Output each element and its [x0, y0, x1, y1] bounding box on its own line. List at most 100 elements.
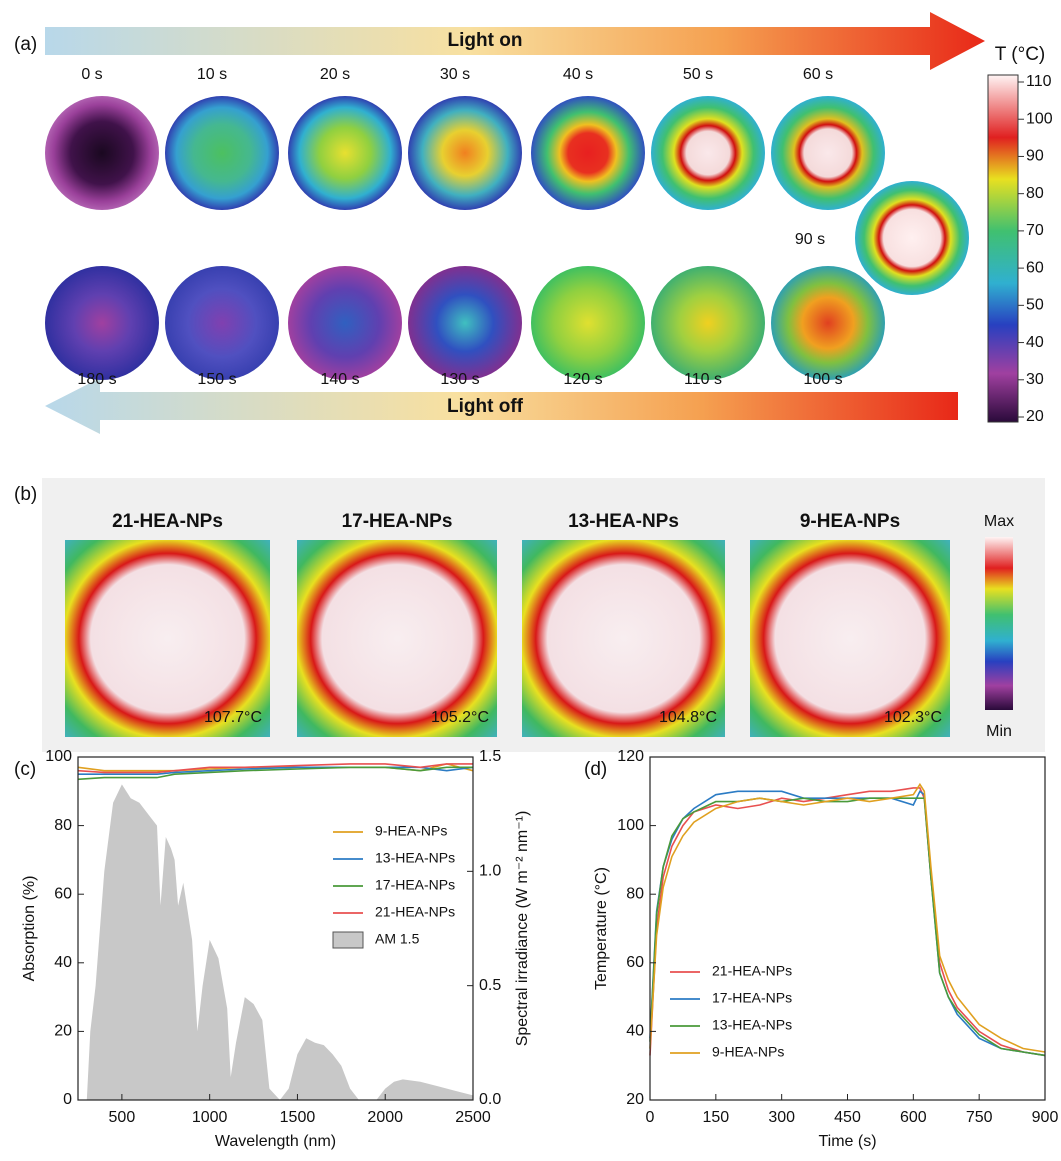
y2-tick-label: 1.0 — [479, 863, 501, 880]
legend-label: 13-HEA-NPs — [375, 850, 455, 866]
time-label: 100 s — [803, 371, 842, 388]
thermal-image — [165, 96, 279, 210]
x-tick-label: 900 — [1032, 1109, 1059, 1126]
legend-label: 13-HEA-NPs — [712, 1017, 792, 1033]
y2-axis-label: Spectral irradiance (W m⁻² nm⁻¹) — [514, 811, 531, 1047]
light-on-arrow — [45, 12, 985, 70]
colorbar-min: Min — [986, 723, 1012, 740]
legend-label: 21-HEA-NPs — [375, 904, 455, 920]
y-tick-label: 20 — [626, 1091, 644, 1108]
time-label: 150 s — [197, 371, 236, 388]
light-off-arrow — [45, 378, 958, 434]
line — [649, 782, 1046, 1053]
thermal-image — [771, 266, 885, 380]
line — [649, 797, 1046, 1057]
time-label: 110 s — [684, 371, 722, 388]
y-tick-label: 80 — [626, 885, 644, 902]
sample-name: 17-HEA-NPs — [342, 511, 453, 532]
legend-label: 17-HEA-NPs — [712, 990, 792, 1006]
colorbar-relative — [985, 537, 1013, 710]
x-tick-label: 450 — [834, 1109, 861, 1126]
legend-label: 9-HEA-NPs — [375, 823, 447, 839]
max-temperature: 104.8°C — [659, 709, 717, 726]
thermal-image — [531, 266, 645, 380]
line — [77, 763, 473, 774]
thermal-image — [651, 96, 765, 210]
thermal-image — [771, 96, 885, 210]
light-off-label: Light off — [447, 396, 524, 417]
thermal-image — [651, 266, 765, 380]
x-tick-label: 500 — [109, 1109, 136, 1126]
x-tick-label: 600 — [900, 1109, 927, 1126]
colorbar-tick-label: 100 — [1026, 110, 1053, 127]
thermal-image — [45, 266, 159, 380]
plot-frame — [77, 756, 474, 1101]
colorbar-tick-label: 50 — [1026, 297, 1044, 314]
y-tick-label: 40 — [626, 1023, 644, 1040]
time-label: 30 s — [440, 66, 470, 83]
legend-label: 21-HEA-NPs — [712, 963, 792, 979]
colorbar — [987, 74, 1019, 423]
thermal-image — [165, 266, 279, 380]
panel-label: (b) — [14, 484, 37, 505]
y2-tick-label: 0.5 — [479, 977, 501, 994]
y-axis-label: Temperature (°C) — [593, 867, 610, 990]
x-tick-label: 2000 — [367, 1109, 403, 1126]
line — [649, 790, 1046, 1057]
colorbar-tick-label: 60 — [1026, 259, 1044, 276]
time-label: 140 s — [320, 371, 359, 388]
x-tick-label: 150 — [702, 1109, 729, 1126]
x-tick-label: 1500 — [280, 1109, 316, 1126]
x-axis-label: Time (s) — [818, 1133, 876, 1150]
thermal-image — [65, 540, 270, 737]
x-tick-label: 0 — [646, 1109, 655, 1126]
plot-frame — [649, 756, 1046, 1101]
thermal-image — [531, 96, 645, 210]
time-label: 90 s — [795, 231, 825, 248]
y-tick-label: 60 — [626, 954, 644, 971]
thermal-image — [288, 96, 402, 210]
time-label: 50 s — [683, 66, 713, 83]
y-tick-label: 20 — [54, 1023, 72, 1040]
colorbar-max: Max — [984, 513, 1014, 530]
panel-label: (c) — [14, 759, 36, 780]
line — [649, 787, 1046, 1057]
colorbar-tick-label: 40 — [1026, 334, 1044, 351]
thermal-image — [288, 266, 402, 380]
time-label: 40 s — [563, 66, 593, 83]
y-tick-label: 120 — [617, 748, 644, 765]
x-tick-label: 1000 — [192, 1109, 228, 1126]
legend-label: 17-HEA-NPs — [375, 877, 455, 893]
thermal-image — [297, 540, 497, 737]
thermal-image — [45, 96, 159, 210]
y2-tick-label: 0.0 — [479, 1091, 501, 1108]
line — [77, 766, 473, 781]
colorbar-tick-label: 30 — [1026, 371, 1044, 388]
sample-name: 9-HEA-NPs — [800, 511, 900, 532]
time-label: 120 s — [563, 371, 602, 388]
time-label: 130 s — [440, 371, 479, 388]
legend-swatch — [332, 931, 364, 949]
y-tick-label: 100 — [617, 817, 644, 834]
thermal-image — [522, 540, 725, 737]
colorbar-tick-label: 110 — [1026, 73, 1052, 90]
area — [83, 784, 474, 1100]
legend-label: AM 1.5 — [375, 931, 420, 947]
panel-label: (d) — [584, 759, 607, 780]
time-label: 10 s — [197, 66, 227, 83]
thermal-image — [750, 540, 950, 737]
y-tick-label: 80 — [54, 817, 72, 834]
x-tick-label: 300 — [768, 1109, 795, 1126]
thermal-image — [855, 181, 969, 295]
y2-tick-label: 1.5 — [479, 748, 501, 765]
max-temperature: 107.7°C — [204, 709, 262, 726]
time-label: 20 s — [320, 66, 350, 83]
time-label: 60 s — [803, 66, 833, 83]
thermal-image — [408, 96, 522, 210]
time-label: 0 s — [81, 66, 102, 83]
x-tick-label: 2500 — [455, 1109, 491, 1126]
panel-label: (a) — [14, 34, 37, 55]
colorbar-tick-label: 90 — [1026, 148, 1044, 165]
colorbar-tick-label: 70 — [1026, 222, 1044, 239]
